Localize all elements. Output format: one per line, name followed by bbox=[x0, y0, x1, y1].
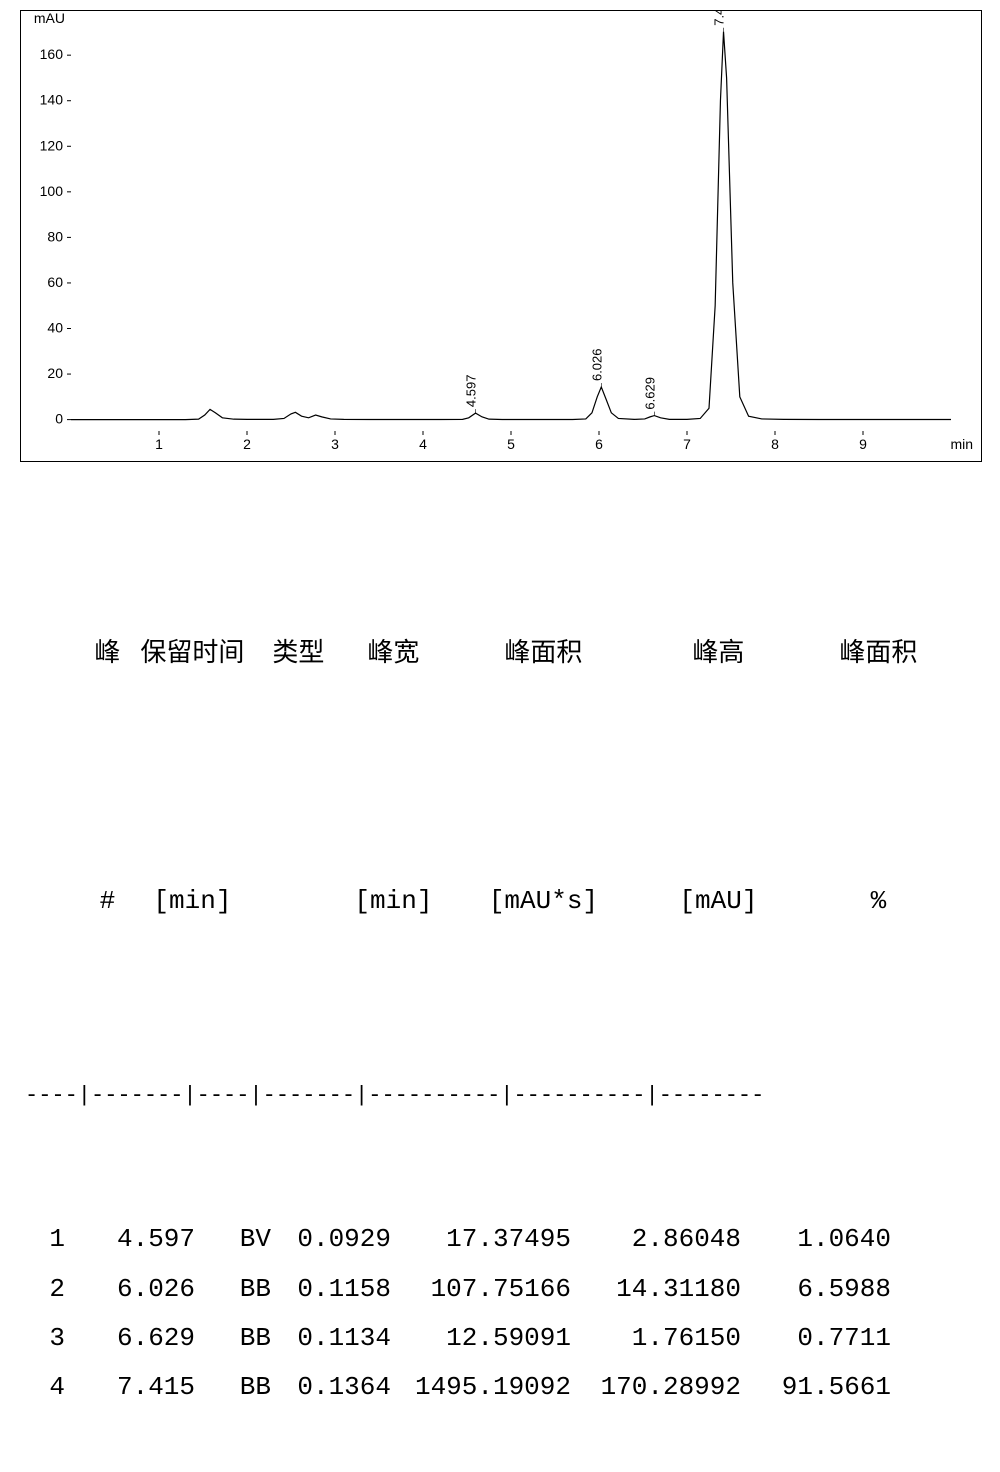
cell-n: 1 bbox=[25, 1215, 65, 1264]
cell-height: 1.76150 bbox=[571, 1314, 741, 1363]
cell-width: 0.1158 bbox=[271, 1265, 391, 1314]
cell-area: 107.75166 bbox=[391, 1265, 571, 1314]
svg-text:160: 160 bbox=[40, 46, 64, 62]
cell-n: 3 bbox=[25, 1314, 65, 1363]
cell-height: 14.31180 bbox=[571, 1265, 741, 1314]
unit-rt: [min] bbox=[127, 877, 257, 926]
svg-text:9: 9 bbox=[859, 436, 867, 452]
svg-text:100: 100 bbox=[40, 183, 64, 199]
svg-text:5: 5 bbox=[507, 436, 515, 452]
svg-text:140: 140 bbox=[40, 92, 64, 108]
cell-area: 12.59091 bbox=[391, 1314, 571, 1363]
svg-text:2: 2 bbox=[243, 436, 251, 452]
hdr-pct: 峰面积 bbox=[803, 630, 953, 679]
cell-rt: 6.629 bbox=[65, 1314, 195, 1363]
table-units: #[min][min][mAU*s][mAU]% bbox=[25, 828, 990, 976]
hdr-peak: 峰 bbox=[87, 630, 127, 679]
cell-type: BB bbox=[195, 1363, 271, 1412]
cell-n: 2 bbox=[25, 1265, 65, 1314]
hdr-height: 峰高 bbox=[633, 630, 803, 679]
svg-text:4: 4 bbox=[419, 436, 427, 452]
chromatogram-chart: 0 20 40 60 80 100 120 140 160 mAU 1 2 3 4 5 6 7 8 9 min 4.59… bbox=[20, 10, 982, 462]
peak-table: 峰保留时间类型峰宽峰面积峰高峰面积 #[min][min][mAU*s][mAU… bbox=[25, 482, 990, 1462]
cell-type: BB bbox=[195, 1314, 271, 1363]
svg-text:3: 3 bbox=[331, 436, 339, 452]
svg-text:min: min bbox=[950, 436, 973, 452]
cell-height: 170.28992 bbox=[571, 1363, 741, 1412]
svg-text:0: 0 bbox=[55, 411, 63, 427]
cell-width: 0.0929 bbox=[271, 1215, 391, 1264]
cell-height: 2.86048 bbox=[571, 1215, 741, 1264]
table-header: 峰保留时间类型峰宽峰面积峰高峰面积 bbox=[25, 581, 990, 729]
hdr-area: 峰面积 bbox=[453, 630, 633, 679]
table-row: 14.597BV0.092917.374952.860481.0640 bbox=[25, 1215, 990, 1264]
cell-pct: 91.5661 bbox=[741, 1363, 891, 1412]
cell-area: 17.37495 bbox=[391, 1215, 571, 1264]
cell-type: BV bbox=[195, 1215, 271, 1264]
cell-pct: 0.7711 bbox=[741, 1314, 891, 1363]
cell-rt: 7.415 bbox=[65, 1363, 195, 1412]
hdr-width: 峰宽 bbox=[333, 630, 453, 679]
svg-text:40: 40 bbox=[47, 320, 63, 336]
svg-text:60: 60 bbox=[47, 274, 63, 290]
svg-text:8: 8 bbox=[771, 436, 779, 452]
svg-text:mAU: mAU bbox=[34, 11, 65, 26]
unit-peak: # bbox=[87, 877, 127, 926]
unit-width: [min] bbox=[333, 877, 453, 926]
hdr-rt: 保留时间 bbox=[127, 630, 257, 679]
table-row: 26.026BB0.1158107.7516614.311806.5988 bbox=[25, 1265, 990, 1314]
hdr-type: 类型 bbox=[257, 630, 333, 679]
table-row: 36.629BB0.113412.590911.761500.7711 bbox=[25, 1314, 990, 1363]
chart-svg: 0 20 40 60 80 100 120 140 160 mAU 1 2 3 4 5 6 7 8 9 min 4.59… bbox=[21, 11, 981, 461]
cell-rt: 6.026 bbox=[65, 1265, 195, 1314]
table-row: 47.415BB0.13641495.19092170.2899291.5661 bbox=[25, 1363, 990, 1412]
svg-text:7: 7 bbox=[683, 436, 691, 452]
cell-width: 0.1134 bbox=[271, 1314, 391, 1363]
cell-type: BB bbox=[195, 1265, 271, 1314]
svg-text:120: 120 bbox=[40, 137, 64, 153]
cell-n: 4 bbox=[25, 1363, 65, 1412]
cell-pct: 1.0640 bbox=[741, 1215, 891, 1264]
unit-height: [mAU] bbox=[633, 877, 803, 926]
svg-text:6.026: 6.026 bbox=[589, 348, 604, 381]
svg-text:6: 6 bbox=[595, 436, 603, 452]
table-separator: ----|-------|----|-------|----------|---… bbox=[25, 1075, 990, 1117]
unit-area: [mAU*s] bbox=[453, 877, 633, 926]
cell-pct: 6.5988 bbox=[741, 1265, 891, 1314]
svg-text:20: 20 bbox=[47, 365, 63, 381]
svg-text:4.597: 4.597 bbox=[464, 375, 479, 408]
cell-width: 0.1364 bbox=[271, 1363, 391, 1412]
svg-text:1: 1 bbox=[155, 436, 163, 452]
unit-pct: % bbox=[803, 877, 953, 926]
svg-text:7.415: 7.415 bbox=[712, 11, 727, 26]
cell-area: 1495.19092 bbox=[391, 1363, 571, 1412]
svg-text:80: 80 bbox=[47, 228, 63, 244]
cell-rt: 4.597 bbox=[65, 1215, 195, 1264]
svg-text:6.629: 6.629 bbox=[642, 377, 657, 410]
